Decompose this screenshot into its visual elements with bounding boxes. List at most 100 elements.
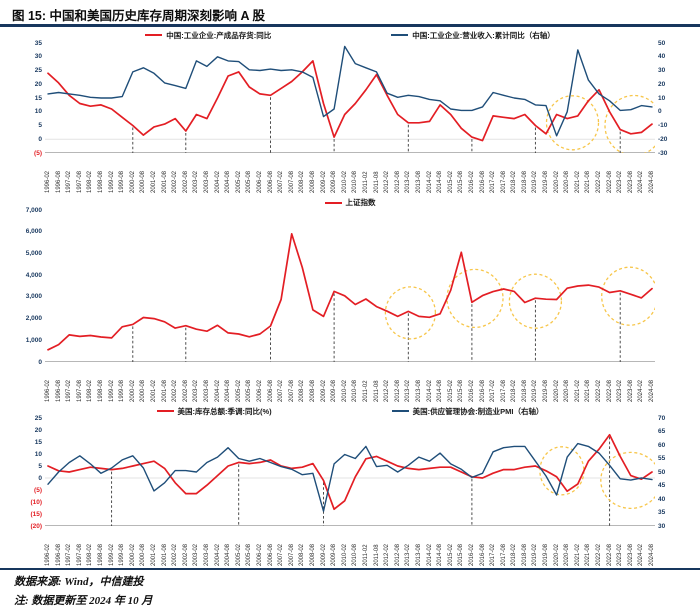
x-axis-label: 2022-02 — [596, 379, 602, 402]
y-axis-tick: 5 — [38, 122, 42, 129]
x-axis-label: 2015-08 — [458, 379, 465, 402]
x-axis-label: 2020-08 — [564, 543, 571, 566]
x-axis-label: 2010-02 — [341, 170, 348, 193]
highlight-circle — [539, 446, 585, 496]
highlight-circle — [384, 286, 437, 340]
plot-area: 7,000 6,000 5,000 4,000 3,000 2,000 1,000 0 — [0, 206, 700, 366]
x-axis-label: 2001-02 — [151, 170, 157, 193]
y-axis-tick: -10 — [658, 122, 668, 129]
y-axis-tick: 60 — [658, 441, 666, 449]
y-axis-tick: 15 — [34, 438, 42, 446]
y-axis-tick: 45 — [658, 482, 666, 489]
x-axis-label: 2003-08 — [203, 379, 210, 402]
x-axis-label: 2009-08 — [331, 379, 338, 402]
y-axis-tick: 0 — [38, 135, 42, 143]
x-axis-label: 1996-02 — [45, 170, 51, 193]
x-axis-label: 2015-02 — [447, 543, 454, 566]
x-axis-label: 1997-02 — [66, 379, 73, 402]
x-axis-label: 2008-08 — [309, 543, 316, 566]
x-axis-label: 2013-02 — [405, 170, 412, 193]
x-axis-label: 2016-08 — [479, 379, 486, 402]
y-axis-tick: (5) — [34, 486, 42, 494]
x-axis-label: 2021-02 — [574, 543, 581, 566]
x-axis-label: 2019-08 — [543, 170, 549, 193]
x-axis-label: 2013-08 — [415, 543, 422, 566]
series-line-0 — [47, 233, 653, 351]
x-axis-label: 2024-08 — [649, 543, 655, 566]
x-axis-label: 1997-08 — [76, 543, 83, 566]
x-axis-label: 2001-08 — [161, 170, 168, 193]
x-axis: 1996-02 1996-08 1997-02 1997-08 1998-02 1998-… — [0, 153, 700, 195]
x-axis-label: 2008-08 — [309, 379, 316, 402]
x-axis-label: 2006-08 — [267, 379, 274, 402]
x-axis-label: 2000-08 — [140, 379, 147, 402]
y-axis-tick: -30 — [658, 149, 668, 157]
x-axis-label: 2018-08 — [521, 170, 528, 193]
legend: 美国:库存总额:季调:同比(%) 美国:供应管理协会:制造业PMI（右轴） — [0, 404, 700, 418]
x-axis-label: 2004-08 — [225, 170, 232, 193]
y-axis-tick: 10 — [34, 450, 42, 458]
x-axis-label: 2000-08 — [140, 170, 147, 193]
x-axis-label: 2015-02 — [447, 170, 454, 193]
y-axis-tick: 30 — [658, 67, 666, 74]
x-axis-label: 2011-02 — [362, 380, 369, 402]
x-axis-label: 2020-02 — [553, 170, 560, 193]
x-axis-label: 2006-08 — [267, 543, 274, 566]
x-axis-label: 2019-02 — [532, 379, 539, 402]
x-axis-label: 2022-08 — [606, 170, 613, 193]
x-axis-label: 2003-02 — [193, 170, 200, 193]
x-axis-label: 2006-02 — [256, 379, 263, 402]
y-axis-tick: 65 — [658, 428, 666, 435]
x-axis-label: 2005-02 — [235, 170, 242, 193]
x-axis-label: 2002-08 — [182, 543, 189, 566]
y-axis-tick: 30 — [658, 522, 666, 530]
x-axis-label: 2004-02 — [214, 379, 221, 402]
x-axis-label: 2007-08 — [288, 170, 295, 193]
y-axis-tick: 25 — [34, 414, 42, 422]
x-axis-label: 2003-02 — [193, 379, 200, 402]
x-axis-label: 2003-08 — [203, 543, 210, 566]
x-axis-label: 2002-02 — [172, 379, 179, 402]
x-axis-label: 2014-02 — [426, 379, 433, 402]
x-axis-label: 2023-02 — [617, 170, 624, 193]
x-axis: 1996-02 1996-08 1997-02 1997-08 1998-02 1998-… — [0, 526, 700, 568]
x-axis-label: 2024-08 — [649, 170, 655, 193]
y-axis-tick: 10 — [658, 94, 666, 102]
x-axis-label: 2003-08 — [203, 170, 210, 193]
y-axis-tick: 10 — [34, 108, 42, 116]
x-axis-label: 2006-08 — [267, 170, 274, 193]
x-axis-label: 1999-02 — [108, 170, 115, 193]
y-axis-tick: 3,000 — [25, 293, 42, 301]
x-axis-label: 2020-02 — [553, 379, 560, 402]
x-axis-label: 2007-02 — [278, 543, 285, 566]
y-axis-tick: 70 — [658, 414, 666, 422]
legend-line-swatch — [391, 410, 409, 412]
chart-china-inventory-revenue: 中国:工业企业:产成品存货:同比 中国:工业企业:营业收入:累计同比（右轴） 35… — [0, 27, 700, 195]
x-axis-label: 2013-02 — [405, 379, 412, 402]
highlight-circle — [604, 94, 655, 153]
x-axis-label: 2017-02 — [490, 170, 497, 193]
x-axis-label: 2008-02 — [299, 170, 306, 193]
series-line-1 — [47, 442, 653, 512]
legend-item: 美国:供应管理协会:制造业PMI（右轴） — [391, 406, 543, 417]
chart-shanghai-composite: 上证指数 7,000 6,000 5,000 4,000 3,000 2,000 1,000… — [0, 195, 700, 404]
x-axis-label: 1999-02 — [108, 543, 115, 566]
y-axis-tick: (15) — [30, 510, 42, 518]
x-axis-label: 2011-08 — [373, 380, 380, 402]
x-axis-label: 2022-02 — [596, 543, 602, 566]
x-axis-label: 2016-08 — [479, 170, 486, 193]
x-axis-label: 1998-08 — [98, 379, 104, 402]
x-axis-label: 2005-02 — [235, 379, 242, 402]
title-divider — [0, 24, 700, 27]
x-axis-label: 1998-02 — [87, 379, 94, 402]
legend: 中国:工业企业:产成品存货:同比 中国:工业企业:营业收入:累计同比（右轴） — [0, 27, 700, 43]
x-axis-label: 2001-08 — [161, 543, 168, 566]
x-axis-label: 2006-02 — [256, 170, 263, 193]
x-axis-label: 2012-02 — [384, 379, 391, 402]
y-axis-tick: 7,000 — [25, 206, 42, 214]
legend-label: 上证指数 — [345, 198, 376, 207]
legend-label: 中国:工业企业:产成品存货:同比 — [166, 30, 272, 40]
x-axis-label: 1999-08 — [119, 543, 126, 566]
x-axis-label: 2014-08 — [437, 170, 444, 193]
x-axis-label: 2004-02 — [214, 543, 221, 566]
